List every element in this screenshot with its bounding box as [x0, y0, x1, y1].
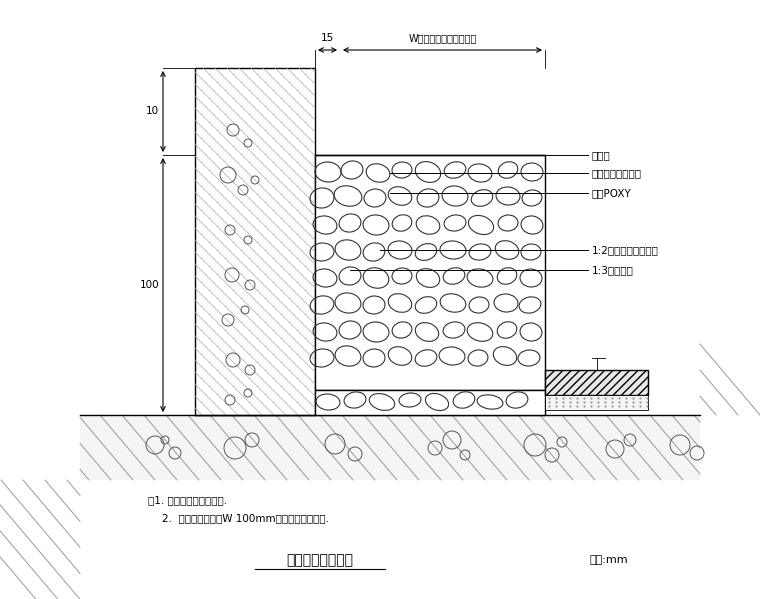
- Bar: [315, 390, 545, 415]
- Text: 1:2水泥脚天然砾石粉: 1:2水泥脚天然砾石粉: [592, 245, 659, 255]
- Text: 10: 10: [146, 107, 159, 116]
- Text: 网锁刷涂一底二度: 网锁刷涂一底二度: [592, 168, 642, 178]
- Bar: [545, 370, 648, 395]
- Bar: [80, 415, 700, 480]
- Text: W（另详平面示意详图）: W（另详平面示意详图）: [408, 33, 477, 43]
- Text: 15: 15: [321, 33, 334, 43]
- Bar: [195, 68, 315, 415]
- Bar: [315, 155, 545, 390]
- Text: 铺面层: 铺面层: [592, 150, 611, 160]
- Text: 100: 100: [139, 280, 159, 290]
- Text: 涂框POXY: 涂框POXY: [592, 188, 632, 198]
- Text: 注1. 砾石子采天然彩砾石.: 注1. 砾石子采天然彩砾石.: [148, 495, 227, 505]
- Text: 砾石子踢脚大样图: 砾石子踢脚大样图: [287, 553, 353, 567]
- Text: 1:3水泥砂刷: 1:3水泥砂刷: [592, 265, 634, 275]
- Text: 单位:mm: 单位:mm: [590, 555, 629, 565]
- Text: 2.  彩砾砾石子粒波W 100mm平板彻平分割调整.: 2. 彩砾砾石子粒波W 100mm平板彻平分割调整.: [162, 513, 329, 523]
- Bar: [545, 395, 648, 410]
